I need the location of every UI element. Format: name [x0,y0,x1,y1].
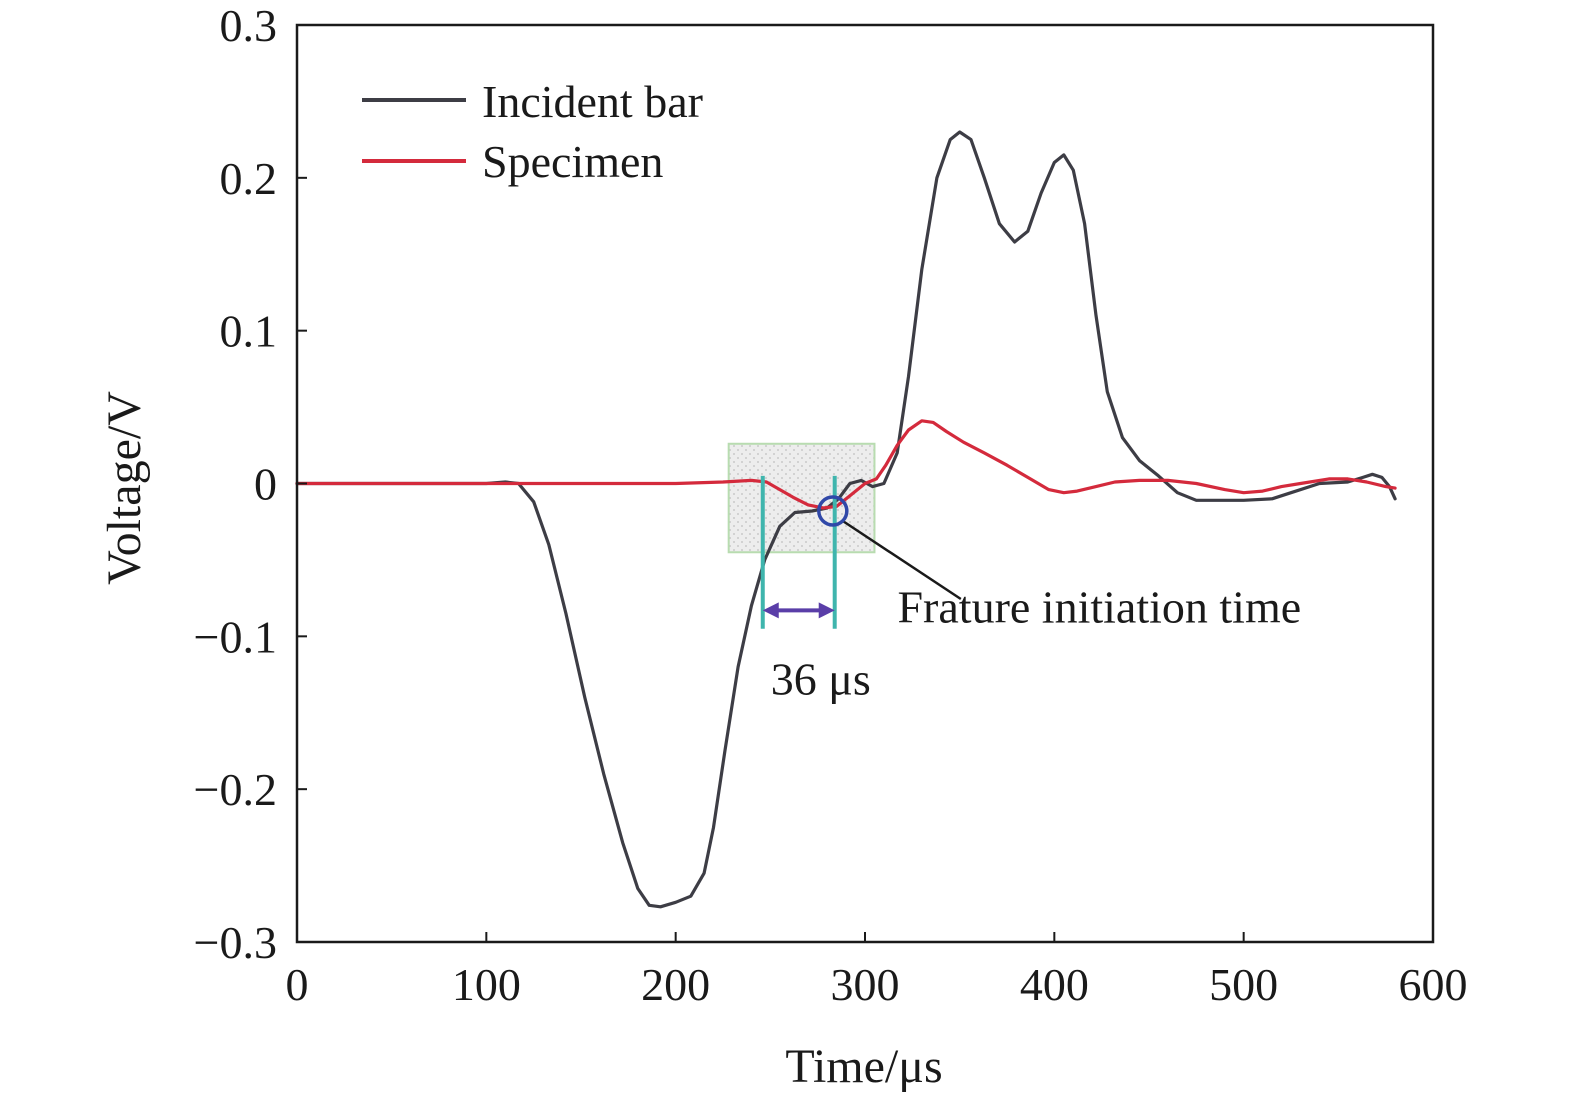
y-tick-label-0-3: 0.3 [220,0,278,51]
x-axis-title: Time/μs [785,1040,942,1093]
y-tick-label-0-1: 0.1 [220,306,278,357]
x-tick-label-600: 600 [1399,959,1468,1010]
y-tick-label-0-3: −0.3 [194,917,277,968]
fracture-leader-line [842,519,962,601]
y-tick-label-0-2: −0.2 [194,764,277,815]
legend-label-specimen: Specimen [482,136,663,187]
x-tick-label-200: 200 [641,959,710,1010]
x-tick-label-0: 0 [286,959,309,1010]
fracture-initiation-label: Frature initiation time [897,582,1301,633]
y-tick-label-0: 0 [254,459,277,510]
series-line-specimen [295,419,1397,510]
x-tick-label-100: 100 [452,959,521,1010]
interval-arrow-head-left [762,602,779,619]
highlight-layer [727,442,876,554]
fracture-point-marker [817,495,849,527]
axes-layer: 0 100 200 300 400 500 600 0.3 0.2 0.1 0 −0.1 −0.2 −0.… [194,0,1468,1010]
highlight-region [727,442,876,554]
interval-label: 36 μs [771,653,871,704]
legend: Incident bar Specimen [362,76,703,187]
y-tick-label-0-2: 0.2 [220,153,278,204]
x-tick-label-300: 300 [831,959,900,1010]
y-tick-label-0-1: −0.1 [194,611,277,662]
series-line-incident-bar [295,130,1397,909]
legend-label-incident-bar: Incident bar [482,76,703,127]
interval-arrow-head-right [818,602,835,619]
annotation-layer [760,475,962,629]
x-tick-label-500: 500 [1209,959,1278,1010]
y-axis-title: Voltage/V [98,391,151,585]
series-layer [295,130,1397,909]
x-tick-label-400: 400 [1020,959,1089,1010]
